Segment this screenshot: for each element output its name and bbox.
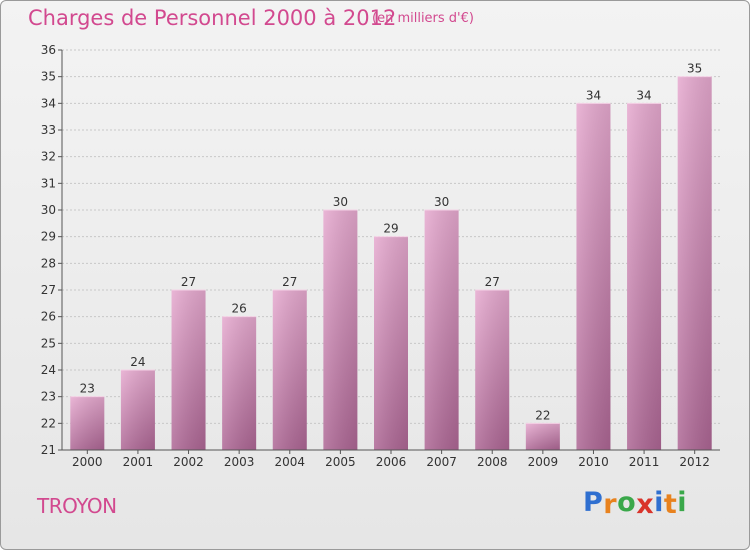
x-tick-label: 2002 [173, 455, 204, 469]
data-label: 27 [181, 275, 196, 289]
logo-letter: t [663, 489, 678, 520]
x-tick-label: 2003 [224, 455, 255, 469]
y-tick-label: 24 [41, 363, 56, 377]
y-tick-label: 34 [41, 96, 56, 110]
data-label: 35 [687, 62, 702, 76]
x-tick-label: 2000 [72, 455, 103, 469]
logo-letter: i [654, 487, 664, 518]
x-tick-label: 2005 [325, 455, 356, 469]
x-tick-label: 2007 [426, 455, 457, 469]
chart-subtitle: (en milliers d'€) [372, 11, 474, 26]
bar-shade [222, 316, 257, 450]
proxiti-logo[interactable]: Proxiti [583, 487, 688, 520]
logo-letter: o [617, 487, 637, 518]
bar-shade [171, 290, 206, 450]
x-tick-label: 2008 [477, 455, 508, 469]
data-label: 24 [130, 355, 145, 369]
bar-shade [677, 76, 712, 451]
logo-letter: i [677, 487, 688, 518]
y-tick-label: 26 [41, 310, 56, 324]
data-label: 29 [383, 222, 398, 236]
y-tick-label: 30 [41, 203, 56, 217]
data-label: 30 [434, 195, 449, 209]
x-tick-label: 2006 [376, 455, 407, 469]
bar-shade [70, 396, 105, 450]
data-label: 27 [485, 275, 500, 289]
bar-shade [424, 210, 459, 450]
data-label: 34 [636, 88, 651, 102]
bar-shade [525, 423, 560, 450]
y-tick-label: 35 [41, 70, 56, 84]
y-tick-label: 28 [41, 256, 56, 270]
y-tick-label: 36 [41, 43, 56, 57]
bar-shade [627, 103, 662, 450]
bar-shade [323, 210, 358, 450]
y-tick-label: 27 [41, 283, 56, 297]
x-tick-label: 2010 [578, 455, 609, 469]
data-label: 27 [282, 275, 297, 289]
x-tick-label: 2012 [679, 455, 710, 469]
y-tick-label: 33 [41, 123, 56, 137]
data-label: 23 [80, 382, 95, 396]
data-label: 26 [232, 302, 247, 316]
bar-shade [576, 103, 611, 450]
x-tick-label: 2009 [528, 455, 559, 469]
y-tick-label: 25 [41, 336, 56, 350]
y-tick-label: 22 [41, 416, 56, 430]
y-tick-label: 31 [41, 176, 56, 190]
logo-letter: x [636, 489, 655, 520]
bar-shade [374, 236, 408, 450]
y-tick-label: 21 [41, 443, 56, 457]
data-label: 30 [333, 195, 348, 209]
commune-name: TROYON [37, 494, 117, 518]
y-tick-label: 32 [41, 150, 56, 164]
bar-shade [475, 290, 510, 450]
data-label: 34 [586, 88, 601, 102]
y-tick-label: 29 [41, 230, 56, 244]
bar-shade [120, 370, 155, 450]
x-tick-label: 2011 [629, 455, 660, 469]
x-tick-label: 2001 [123, 455, 154, 469]
logo-letter: P [583, 487, 604, 518]
data-label: 22 [535, 408, 550, 422]
logo-letter: r [603, 489, 618, 520]
x-tick-label: 2004 [274, 455, 305, 469]
bar-shade [272, 290, 307, 450]
chart-title: Charges de Personnel 2000 à 2012 [28, 6, 397, 30]
y-tick-label: 23 [41, 390, 56, 404]
